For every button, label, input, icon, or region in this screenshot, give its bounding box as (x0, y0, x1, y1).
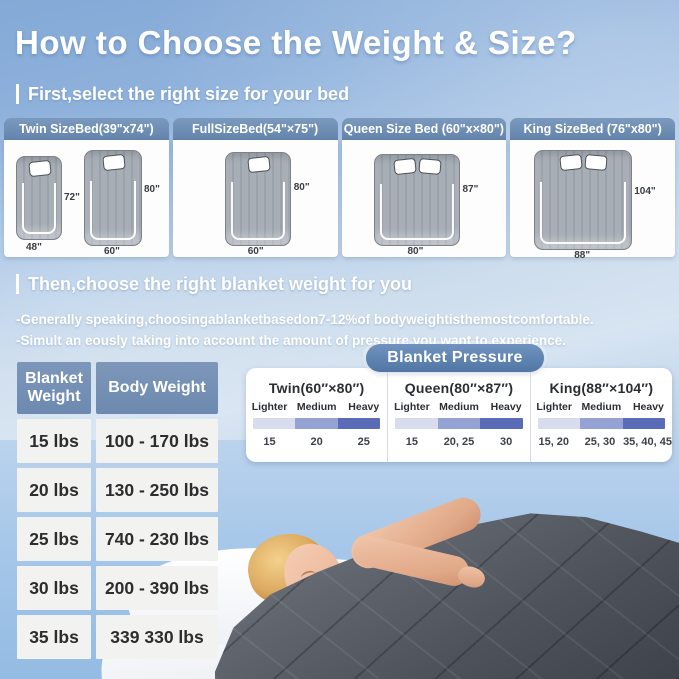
blanket-pressure-badge: Blanket Pressure (366, 344, 544, 372)
table-cell-blanket: 35 lbs (17, 615, 91, 659)
pillow-icon (28, 159, 52, 178)
bed-height-label: 72" (64, 192, 80, 203)
pressure-label: Heavy (632, 401, 664, 413)
bed-height-label: 87" (462, 184, 479, 195)
pressure-column-title: Twin(60″×80″) (268, 380, 365, 396)
pillow-icon (417, 158, 442, 175)
table-cell-blanket: 15 lbs (17, 419, 91, 463)
bar-segment-heavy (622, 418, 665, 429)
bed-width-label: 88" (574, 250, 591, 261)
pressure-value: 25 (357, 436, 370, 448)
table-cell-body: 339 330 lbs (96, 615, 218, 659)
card-full-title: FullSizeBed(54"×75") (172, 118, 338, 140)
bar-segment-medium (295, 418, 338, 429)
pressure-value: 15 (405, 436, 418, 448)
pressure-value: 15 (263, 436, 276, 448)
bar-segment-lighter (537, 418, 581, 429)
pillow-icon (584, 154, 608, 171)
bed-width-label: 80" (407, 246, 424, 257)
pillow-icon (559, 153, 583, 172)
bed-diagram-twin-small (16, 156, 62, 240)
bed-width-label: 60" (104, 246, 120, 257)
pressure-gradient-bar (537, 418, 665, 429)
pressure-label: Medium (439, 401, 479, 413)
card-twin-title: Twin SizeBed(39"x74") (4, 118, 169, 140)
pressure-label: Lighter (251, 401, 288, 413)
pressure-column-title: Queen(80″×87″) (404, 380, 514, 396)
pressure-gradient-bar (395, 418, 523, 429)
pressure-value: 20 (310, 436, 323, 448)
bed-height-label: 80" (144, 184, 160, 195)
pressure-gradient-bar (253, 418, 381, 429)
weight-table-header-body: Body Weight (96, 362, 218, 414)
pressure-column-queen: Queen(80″×87″) Lighter Medium Heavy 15 2… (387, 368, 529, 462)
pressure-label: Lighter (394, 401, 430, 413)
pressure-label: Heavy (348, 401, 380, 413)
bed-height-label: 104" (634, 186, 656, 197)
pressure-value: 25, 30 (584, 436, 616, 448)
bar-segment-lighter (253, 418, 296, 429)
card-king-title: King SizeBed (76"x80") (510, 118, 675, 140)
card-queen: Queen Size Bed (60"x×80") 87" 80" (341, 118, 507, 257)
pressure-value: 15, 20 (538, 436, 570, 448)
bar-segment-heavy (480, 418, 523, 429)
bar-segment-heavy (337, 418, 381, 429)
blanket-pressure-card: Twin(60″×80″) Lighter Medium Heavy 15 20… (246, 368, 672, 462)
table-cell-body: 130 - 250 lbs (96, 468, 218, 512)
pillow-icon (247, 155, 271, 174)
pillow-icon (392, 157, 417, 176)
bar-segment-medium (437, 418, 481, 429)
table-cell-body: 100 - 170 lbs (96, 419, 218, 463)
table-cell-body: 740 - 230 lbs (96, 517, 218, 561)
bed-diagram-king (534, 150, 633, 250)
section1-heading: First,select the right size for your bed (16, 84, 349, 104)
table-cell-body: 200 - 390 lbs (96, 566, 218, 610)
pressure-label: Lighter (536, 401, 572, 413)
bed-diagram-twin-large (84, 150, 142, 246)
bed-height-label: 80" (293, 182, 310, 193)
pressure-value: 20, 25 (443, 436, 475, 448)
bed-diagram-full (224, 152, 291, 246)
card-full: FullSizeBed(54"×75") 80" 60" (172, 118, 338, 257)
bed-size-cards-row: Twin SizeBed(39"x74") 72" 48" 80" 60" Fu… (4, 118, 675, 261)
weight-table: Blanket Weight Body Weight 15 lbs 100 - … (17, 362, 218, 659)
bed-width-label: 60" (247, 246, 264, 257)
section2-heading: Then,choose the right blanket weight for… (16, 274, 412, 294)
bar-segment-medium (580, 418, 623, 429)
pressure-label: Medium (581, 401, 622, 413)
weight-table-header-blanket: Blanket Weight (17, 362, 91, 414)
table-cell-blanket: 20 lbs (17, 468, 91, 512)
card-queen-title: Queen Size Bed (60"x×80") (341, 118, 507, 140)
pillow-icon (102, 153, 126, 172)
card-king: King SizeBed (76"x80") 104" 88" (510, 118, 675, 261)
bed-width-label: 48" (26, 242, 42, 253)
pressure-value: 30 (499, 436, 513, 448)
note-line-1: -Generally speaking,choosingablanketbase… (16, 312, 594, 327)
table-cell-blanket: 25 lbs (17, 517, 91, 561)
bed-diagram-queen (373, 154, 460, 246)
page-title: How to Choose the Weight & Size? (15, 24, 577, 61)
table-cell-blanket: 30 lbs (17, 566, 91, 610)
bar-segment-lighter (395, 418, 438, 429)
pressure-value: 35, 40, 45 (623, 436, 672, 448)
pressure-column-title: King(88″×104″) (549, 380, 654, 396)
pressure-column-twin: Twin(60″×80″) Lighter Medium Heavy 15 20… (246, 368, 387, 462)
card-twin: Twin SizeBed(39"x74") 72" 48" 80" 60" (4, 118, 169, 257)
pressure-column-king: King(88″×104″) Lighter Medium Heavy 15, … (529, 368, 672, 462)
pressure-label: Heavy (490, 401, 522, 413)
pressure-label: Medium (296, 401, 337, 413)
